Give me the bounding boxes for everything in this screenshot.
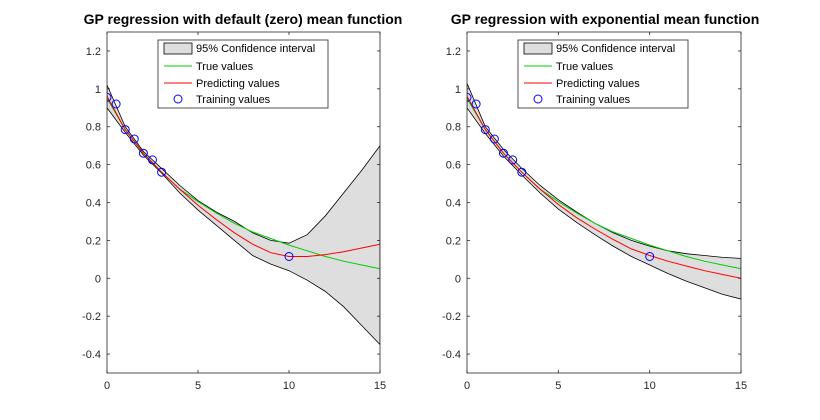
training-point (138, 148, 148, 158)
y-tick-label: -0.4 (82, 349, 101, 361)
legend-entry-pred: Predicting values (196, 78, 280, 90)
y-tick-label: 0.4 (446, 198, 461, 210)
y-tick-label: -0.2 (82, 311, 101, 323)
legend-swatch-ci (163, 42, 193, 55)
predicting-values-line (467, 96, 741, 279)
training-point (148, 155, 157, 165)
legend-swatch-train (533, 94, 543, 104)
training-point (480, 125, 490, 135)
x-tick-label: 10 (644, 380, 656, 392)
plot-area (107, 84, 380, 346)
legend-entry-ci: 95% Confidence interval (556, 43, 675, 55)
x-tick-label: 10 (283, 380, 295, 392)
training-point (107, 92, 112, 102)
axes: 0 5 10 15 -0.4 -0.2 0 0.2 0.4 0.6 0.8 1 1.2 (82, 31, 386, 392)
legend-entry-train: Training values (196, 94, 271, 106)
y-tick-label: -0.2 (442, 311, 461, 323)
y-tick-label: 0.8 (446, 122, 461, 134)
training-point (129, 134, 139, 144)
subplot-zero-mean: GP regression with default (zero) mean f… (82, 11, 402, 392)
series-group (107, 84, 380, 346)
true-values-line (467, 98, 741, 270)
training-point (111, 99, 121, 109)
training-point (508, 155, 518, 165)
subplot-title: GP regression with exponential mean func… (451, 11, 760, 27)
training-point (157, 167, 167, 177)
y-tick-label: 0.6 (86, 160, 101, 172)
training-point (517, 167, 527, 177)
predicting-values-line (107, 96, 380, 257)
y-tick-label: 0.4 (86, 198, 101, 210)
training-point (471, 99, 481, 109)
legend-entry-pred: Predicting values (556, 78, 640, 90)
legend-entry-train: Training values (556, 94, 631, 106)
legend-entry-ci: 95% Confidence interval (196, 43, 315, 55)
x-tick-label: 5 (195, 380, 201, 392)
training-point (284, 252, 294, 261)
x-tick-label: 5 (555, 380, 561, 392)
series-group (467, 83, 741, 300)
y-tick-label: -0.4 (442, 349, 461, 361)
legend: 95% Confidence interval True values Pred… (157, 39, 329, 109)
y-tick-label: 0.8 (86, 122, 101, 134)
x-tick-label: 15 (374, 380, 386, 392)
x-tick-label: 15 (735, 380, 747, 392)
y-tick-label: 1 (455, 84, 461, 96)
x-tick-label: 0 (464, 380, 470, 392)
axes: 0 5 10 15 -0.4 -0.2 0 0.2 0.4 0.6 0.8 1 1.2 (442, 31, 747, 392)
y-tick-label: 1.2 (446, 46, 461, 58)
y-tick-label: 0.2 (86, 235, 101, 247)
legend: 95% Confidence interval True values Pred… (517, 39, 689, 109)
training-point (467, 92, 472, 102)
y-tick-label: 1 (95, 84, 101, 96)
confidence-band (467, 83, 741, 300)
legend-entry-true: True values (556, 61, 614, 73)
subplot-exponential-mean: GP regression with exponential mean func… (442, 11, 759, 392)
y-tick-label: 0 (95, 273, 101, 285)
training-point (120, 125, 130, 135)
y-tick-label: 0.2 (446, 235, 461, 247)
y-tick-label: 0 (455, 273, 461, 285)
plot-area (467, 83, 741, 300)
legend-entry-true: True values (196, 61, 254, 73)
x-tick-label: 0 (104, 380, 110, 392)
y-tick-label: 1.2 (86, 46, 101, 58)
training-point (489, 134, 499, 144)
training-point (499, 148, 508, 158)
confidence-band (107, 84, 380, 346)
subplot-title: GP regression with default (zero) mean f… (84, 11, 403, 27)
y-tick-label: 0.6 (446, 160, 461, 172)
legend-swatch-train (173, 94, 183, 104)
legend-swatch-ci (523, 42, 553, 55)
training-point (645, 252, 655, 261)
